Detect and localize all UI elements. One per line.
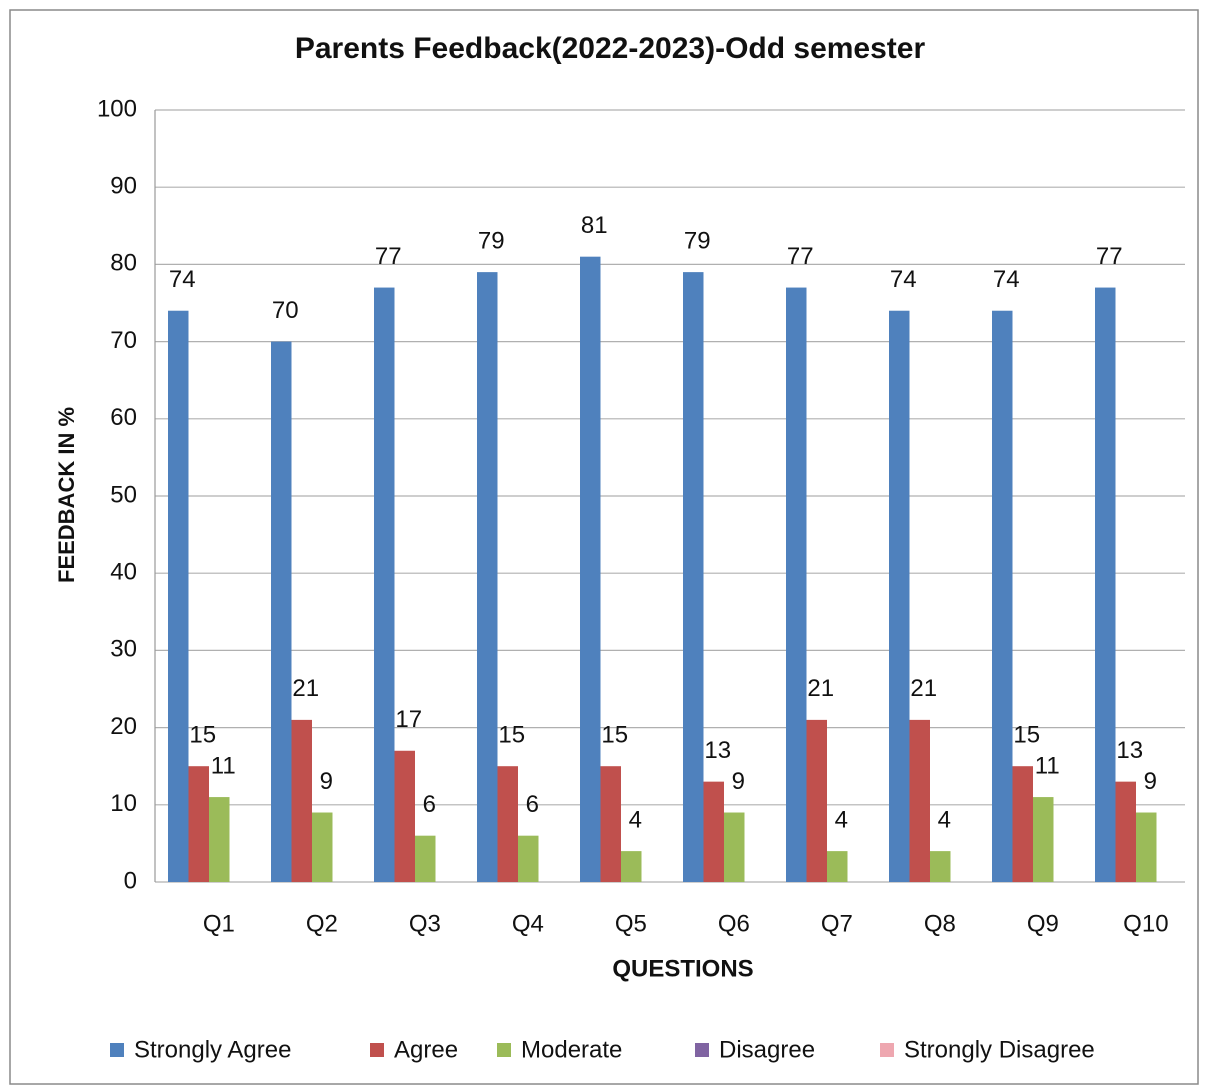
legend-label: Strongly Disagree — [904, 1036, 1095, 1063]
bar — [786, 287, 807, 882]
data-label: 4 — [835, 806, 848, 833]
data-label: 74 — [993, 266, 1020, 293]
bar — [992, 310, 1013, 883]
legend-swatch — [880, 1043, 894, 1057]
legend-label: Disagree — [719, 1036, 815, 1063]
x-tick-label: Q5 — [615, 910, 647, 937]
data-label: 74 — [169, 266, 196, 293]
bar — [394, 750, 415, 882]
y-tick-label: 30 — [110, 636, 137, 663]
bar — [909, 719, 930, 882]
x-tick-label: Q10 — [1123, 910, 1168, 937]
data-label: 4 — [629, 806, 642, 833]
bar — [683, 272, 704, 882]
y-tick-label: 100 — [97, 95, 137, 122]
legend-swatch — [695, 1043, 709, 1057]
data-label: 6 — [526, 791, 539, 818]
x-tick-label: Q9 — [1027, 910, 1059, 937]
bar — [827, 851, 848, 882]
bar — [1033, 797, 1054, 882]
bar — [930, 851, 951, 882]
bar — [477, 272, 498, 882]
data-label: 21 — [807, 675, 834, 702]
data-label: 15 — [498, 722, 525, 749]
legend-label: Strongly Agree — [134, 1036, 291, 1063]
data-label: 17 — [395, 706, 422, 733]
y-tick-label: 40 — [110, 559, 137, 586]
data-label: 9 — [1144, 768, 1157, 795]
x-tick-label: Q4 — [512, 910, 544, 937]
x-tick-label: Q8 — [924, 910, 956, 937]
data-label: 11 — [211, 752, 236, 779]
x-tick-label: Q6 — [718, 910, 750, 937]
bar — [291, 719, 312, 882]
bar — [518, 835, 539, 882]
y-tick-label: 10 — [110, 790, 137, 817]
bar — [621, 851, 642, 882]
x-tick-label: Q1 — [203, 910, 235, 937]
legend-swatch — [110, 1043, 124, 1057]
data-label: 77 — [1096, 243, 1123, 270]
data-label: 4 — [938, 806, 951, 833]
bar — [806, 719, 827, 882]
y-tick-label: 50 — [110, 481, 137, 508]
data-label: 13 — [1116, 737, 1143, 764]
y-tick-label: 20 — [110, 713, 137, 740]
data-label: 74 — [890, 266, 917, 293]
bar — [580, 256, 601, 882]
data-label: 15 — [189, 722, 216, 749]
legend-label: Moderate — [521, 1036, 622, 1063]
bar — [889, 310, 910, 883]
chart-title: Parents Feedback(2022-2023)-Odd semester — [295, 32, 926, 65]
bar — [497, 766, 518, 882]
bar — [1095, 287, 1116, 882]
y-tick-label: 70 — [110, 327, 137, 354]
legend-swatch — [370, 1043, 384, 1057]
y-tick-label: 90 — [110, 173, 137, 200]
bar — [415, 835, 436, 882]
data-label: 13 — [704, 737, 731, 764]
bar — [1012, 766, 1033, 882]
data-label: 15 — [601, 722, 628, 749]
y-tick-label: 80 — [110, 250, 137, 277]
legend-swatch — [497, 1043, 511, 1057]
data-label: 81 — [581, 212, 608, 239]
data-label: 6 — [423, 791, 436, 818]
bar — [209, 797, 230, 882]
data-label: 9 — [732, 768, 745, 795]
x-tick-label: Q3 — [409, 910, 441, 937]
data-label: 9 — [320, 768, 333, 795]
x-tick-label: Q7 — [821, 910, 853, 937]
data-label: 77 — [787, 243, 814, 270]
data-label: 11 — [1035, 752, 1060, 779]
data-label: 77 — [375, 243, 402, 270]
bar — [188, 766, 209, 882]
bar — [1115, 781, 1136, 882]
bar — [374, 287, 395, 882]
legend-label: Agree — [394, 1036, 458, 1063]
y-tick-label: 60 — [110, 404, 137, 431]
data-label: 21 — [910, 675, 937, 702]
x-axis-title: QUESTIONS — [612, 955, 753, 982]
x-tick-label: Q2 — [306, 910, 338, 937]
bar — [1136, 812, 1157, 882]
bar — [168, 310, 189, 883]
data-label: 15 — [1013, 722, 1040, 749]
data-label: 70 — [272, 297, 299, 324]
bar — [724, 812, 745, 882]
data-label: 79 — [478, 227, 505, 254]
data-label: 21 — [292, 675, 319, 702]
bar — [600, 766, 621, 882]
bar — [312, 812, 333, 882]
y-axis-title: FEEDBACK IN % — [54, 407, 79, 583]
bar — [271, 341, 292, 883]
bar — [703, 781, 724, 882]
y-tick-label: 0 — [124, 867, 137, 894]
data-label: 79 — [684, 227, 711, 254]
